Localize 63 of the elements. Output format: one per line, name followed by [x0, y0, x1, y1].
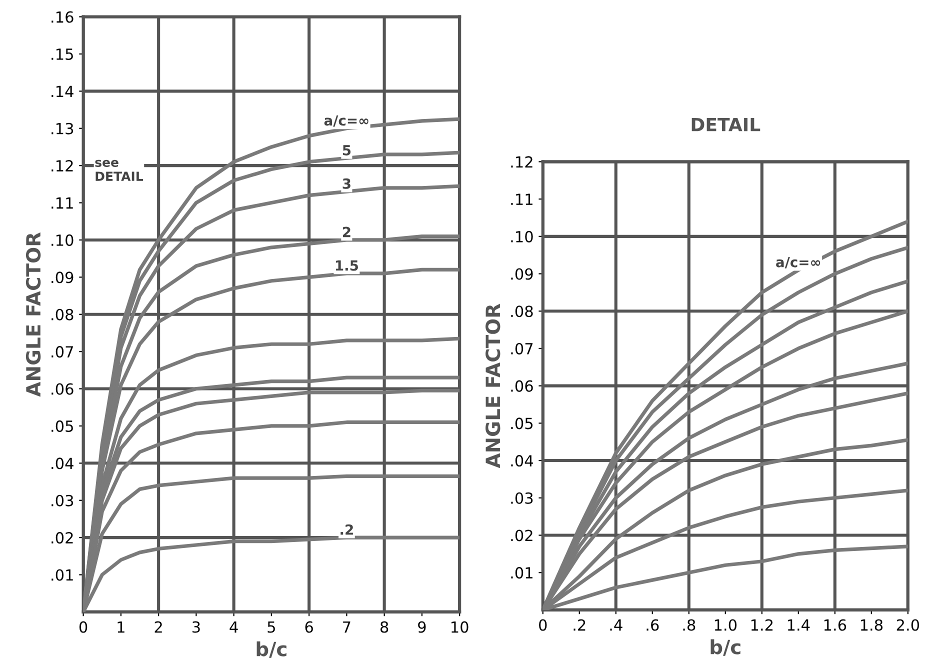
y-tick-label: .07 [52, 346, 73, 358]
x-tick-label: 1.2 [751, 619, 773, 631]
y-tick-label: .11 [52, 197, 73, 209]
x-tick-label: 4 [230, 621, 238, 633]
y-tick-label: .01 [52, 569, 73, 581]
y-tick-label: .08 [511, 306, 533, 318]
y-tick-label: .07 [511, 342, 533, 354]
y-tick-label: .10 [52, 234, 74, 246]
y-tick-label: .16 [52, 11, 74, 23]
x-tick-label: 1.8 [860, 619, 883, 631]
x-tick-label: 1.4 [788, 619, 810, 631]
y-tick-label: .09 [52, 272, 74, 284]
y-tick-label: .02 [52, 532, 73, 544]
x-tick-label: 5 [268, 621, 275, 633]
y-tick-label: .02 [511, 530, 532, 542]
x-tick-label: 2.0 [896, 619, 920, 631]
x-axis-title: b/c [256, 641, 286, 658]
x-tick-label: 3 [192, 621, 200, 633]
y-axis-title: ANGLE FACTOR [486, 304, 500, 468]
y-tick-label: .14 [52, 86, 74, 97]
x-tick-label: 1.0 [714, 619, 737, 631]
y-tick-label: .12 [511, 156, 532, 168]
series-label: .2 [340, 524, 353, 535]
x-tick-label: 7 [343, 621, 350, 633]
x-tick-label: 0 [539, 619, 547, 631]
y-tick-label: .04 [511, 454, 533, 467]
y-axis-title: ANGLE FACTOR [26, 232, 41, 397]
x-tick-label: 10 [452, 621, 468, 633]
y-tick-label: .15 [52, 48, 73, 60]
y-tick-label: .08 [52, 308, 74, 320]
series-label: a/c=∞ [776, 257, 820, 268]
y-tick-label: .03 [511, 492, 533, 504]
y-tick-label: .03 [52, 494, 74, 506]
y-tick-label: .01 [511, 567, 532, 579]
x-axis-title: b/c [710, 639, 740, 656]
chart-title: DETAIL [692, 118, 760, 132]
y-tick-label: .06 [511, 380, 533, 392]
x-tick-label: 1 [118, 621, 124, 633]
x-tick-label: .2 [574, 619, 586, 631]
x-tick-label: 2 [154, 621, 162, 633]
x-tick-label: 6 [305, 621, 313, 633]
y-tick-label: .06 [52, 383, 74, 395]
y-tick-label: .04 [52, 458, 74, 470]
series-label: 2 [342, 226, 350, 238]
y-tick-label: .10 [511, 230, 533, 242]
y-tick-label: .09 [511, 268, 533, 280]
series-label: 1.5 [336, 260, 358, 271]
y-tick-label: .11 [511, 194, 532, 205]
series-label: 3 [342, 178, 350, 189]
y-tick-label: .12 [52, 160, 73, 172]
y-tick-label: .05 [52, 420, 73, 432]
y-tick-label: .13 [52, 122, 74, 134]
x-tick-label: 1.6 [824, 619, 846, 631]
x-tick-label: 9 [418, 621, 426, 633]
annotation: see DETAIL [95, 160, 144, 181]
x-tick-label: 0 [79, 621, 88, 633]
x-tick-label: 8 [380, 621, 388, 633]
y-tick-label: .05 [511, 418, 533, 430]
series-label: a/c=∞ [324, 115, 368, 127]
x-tick-label: .6 [646, 619, 659, 631]
series-label: 5 [342, 145, 351, 156]
x-tick-label: .4 [610, 619, 622, 631]
x-tick-label: .8 [683, 619, 696, 631]
